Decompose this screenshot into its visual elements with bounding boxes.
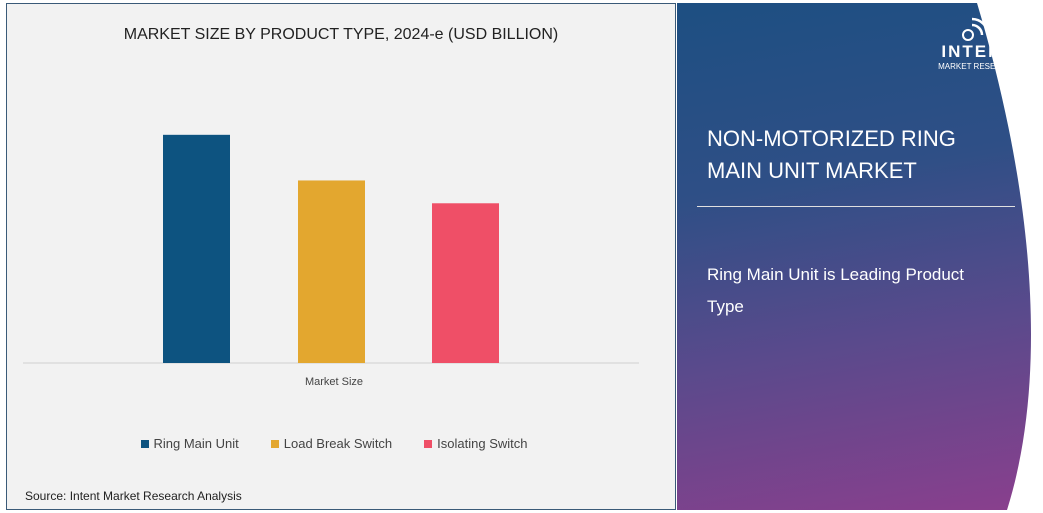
decorative-curve xyxy=(977,3,1040,510)
bar-load-break-switch xyxy=(298,180,365,363)
logo: INTENT MARKET RESEARCH xyxy=(938,15,1018,71)
logo-sub: MARKET RESEARCH xyxy=(938,62,1018,71)
legend-item: Isolating Switch xyxy=(424,436,528,451)
legend-label: Ring Main Unit xyxy=(153,436,239,451)
bar-ring-main-unit xyxy=(163,134,230,363)
legend-label: Isolating Switch xyxy=(437,436,528,451)
market-title: NON-MOTORIZED RING MAIN UNIT MARKET xyxy=(707,126,956,183)
chart-panel: MARKET SIZE BY PRODUCT TYPE, 2024-e (USD… xyxy=(6,3,676,510)
legend: Ring Main Unit Load Break Switch Isolati… xyxy=(7,436,661,451)
chart-title: MARKET SIZE BY PRODUCT TYPE, 2024-e (USD… xyxy=(123,26,559,43)
legend-swatch xyxy=(424,439,433,448)
info-panel: INTENT MARKET RESEARCH NON-MOTORIZED RIN… xyxy=(677,3,1040,510)
signal-icon xyxy=(962,17,990,41)
logo-name: INTENT xyxy=(941,42,1015,61)
legend-item: Ring Main Unit xyxy=(140,436,239,451)
x-category-label: Market Size xyxy=(304,376,364,388)
legend-swatch xyxy=(270,439,279,448)
bar-isolating-switch xyxy=(432,203,499,363)
legend-item: Load Break Switch xyxy=(270,436,393,451)
bar-chart xyxy=(23,134,639,364)
key-insight: Ring Main Unit is Leading Product Type xyxy=(707,265,965,316)
divider xyxy=(697,206,1015,207)
legend-swatch xyxy=(140,439,149,448)
source-note: Source: Intent Market Research Analysis xyxy=(25,489,242,503)
legend-label: Load Break Switch xyxy=(283,436,393,451)
